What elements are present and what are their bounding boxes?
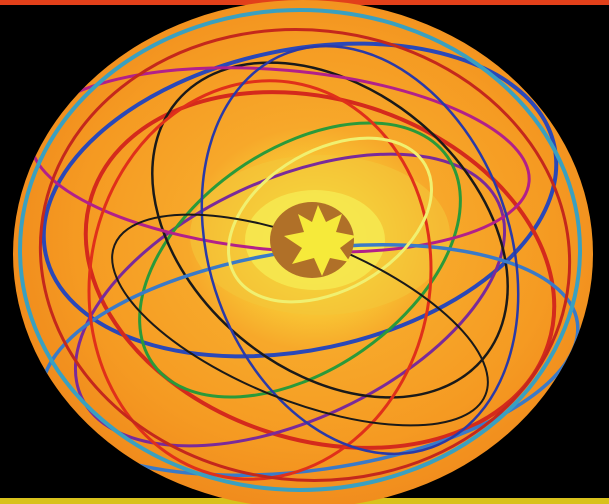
scribble: [151, 61, 509, 399]
scribble: [83, 90, 557, 450]
scribble: [18, 8, 582, 492]
scribble: [227, 136, 433, 304]
scribble: [200, 44, 520, 456]
maple-leaf: [284, 205, 356, 276]
scribble: [38, 28, 572, 482]
scribble: [138, 121, 462, 399]
scribble: [73, 152, 507, 448]
scribble: [87, 79, 433, 481]
